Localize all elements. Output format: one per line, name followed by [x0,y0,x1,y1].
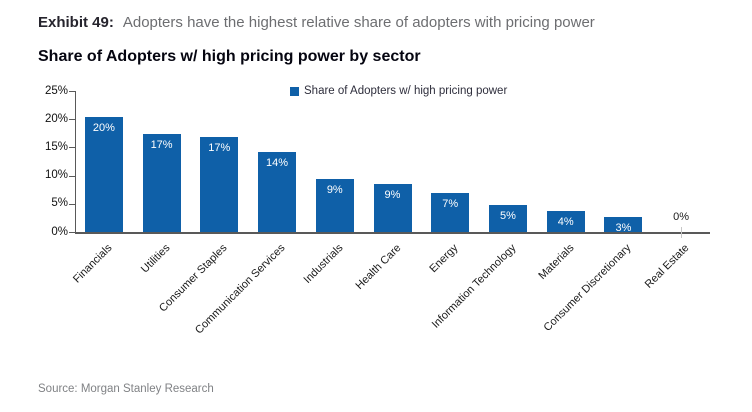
bar: 20% [84,117,123,232]
bar: 3% [604,217,643,234]
y-axis-tick-mark [69,147,75,149]
y-axis-tick-label: 20% [44,112,68,125]
bar-value-label: 0% [673,211,690,223]
x-axis-label: Energy [427,242,461,276]
legend-label: Share of Adopters w/ high pricing power [304,85,508,97]
chart-title: Share of Adopters w/ high pricing power … [38,48,421,65]
exhibit-number-label: Exhibit 49: [38,14,114,31]
bar-value-label: 17% [208,142,231,154]
bar: 4% [546,211,585,232]
bar: 17% [200,137,239,232]
y-axis-tick-label: 0% [51,225,68,238]
y-axis-tick-label: 5% [51,197,68,210]
x-axis-label: Health Care [352,242,403,292]
bar-value-label: 9% [384,189,401,201]
y-axis-tick-mark [69,91,75,92]
legend-square-icon [290,86,299,96]
x-axis-line [75,232,710,234]
x-axis-label: Financials [70,242,115,286]
x-axis-label: Consumer Discretionary [541,242,634,334]
bar-value-label: 4% [557,216,574,228]
bar-value-label: 7% [442,198,459,210]
x-axis-label: Materials [536,242,577,283]
legend: Share of Adopters w/ high pricing power [290,85,507,97]
y-axis-tick-label: 10% [44,169,68,182]
bar: 14% [258,152,297,232]
y-axis-tick-mark [69,203,75,205]
x-axis-labels: Financials Utilities Consumer Staples Commu… [71,236,710,356]
y-axis-tick-label: 15% [44,140,68,153]
bar-value-label: 20% [92,122,115,134]
y-axis-tick-mark [69,119,75,121]
x-axis-label: Utilities [138,242,173,276]
y-axis-tick-mark [69,175,75,177]
zero-value-tick [681,227,683,238]
x-axis-label: Communication Services [193,242,288,337]
x-axis-label: Consumer Staples [157,242,230,315]
bar: 7% [431,193,470,232]
bar: 17% [142,134,181,232]
plot-area: 20% 17% 17% 14% 9% 9% 7% 5% 4% 3% 0% [75,91,710,238]
y-axis-tick-mark [69,232,75,233]
bar: 9% [315,179,354,232]
source-note: Source: Morgan Stanley Research [38,383,214,395]
exhibit-header: Exhibit 49: Adopters have the highest rel… [38,14,595,31]
bar-value-label: 14% [266,157,289,169]
bar: 9% [373,184,412,232]
x-axis-label: Information Technology [429,242,519,331]
x-axis-label: Real Estate [642,242,692,291]
x-axis-label: Industrials [301,242,346,286]
bar: 5% [488,205,527,232]
y-axis-line [75,91,76,232]
bar-value-label: 17% [150,139,173,151]
bar-value-label: 3% [615,222,632,234]
exhibit-description: Adopters have the highest relative share… [122,14,595,31]
bar-value-label: 5% [500,210,516,222]
y-axis-tick-label: 25% [44,84,68,97]
bar-value-label: 9% [326,184,343,196]
